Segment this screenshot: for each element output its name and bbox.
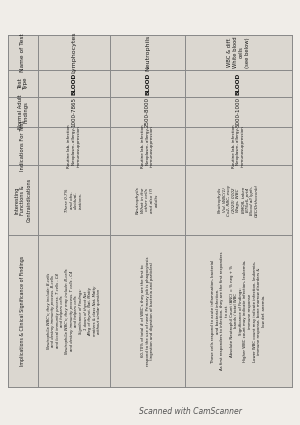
Text: BLOOD: BLOOD [145, 72, 150, 95]
Text: Scanned with CamScanner: Scanned with CamScanner [139, 406, 242, 416]
Text: Routine lab, infection
Neoplasm, allergy,
immunosuppression: Routine lab, infection Neoplasm, allergy… [68, 124, 81, 168]
Text: 1000-7865: 1000-7865 [71, 97, 76, 127]
Text: Indications For Test: Indications For Test [20, 121, 26, 171]
Text: Neutrophyils
What in the
other cells
and also (?)
adults: Neutrophyils What in the other cells and… [136, 186, 159, 214]
Text: BLOOD: BLOOD [236, 72, 241, 95]
Text: 2500-8000: 2500-8000 [145, 97, 150, 127]
Bar [8, 35, 292, 387]
Text: Implications & Clinical Significance of Findings: Implications & Clinical Significance of … [20, 256, 26, 366]
Text: Interesting
Functions &
Contraindications: Interesting Functions & Contraindication… [15, 178, 31, 222]
Text: Test
Type: Test Type [18, 77, 28, 90]
Text: Neutrophils: Neutrophils [145, 34, 150, 71]
Text: Neutrophyils
Vid. WBC(1)
Co2, RBC, esoy
(2020) 0102
Wags, WBC
BMQ8, taken
BT6x6,: Neutrophyils Vid. WBC(1) Co2, RBC, esoy … [218, 183, 259, 217]
Text: WBC & diff.
White blood
cells
(see below): WBC & diff. White blood cells (see below… [227, 37, 250, 68]
Text: Neutrophilia WBC's; they include: B-cells
and destroy immunity process. B-cells
: Neutrophilia WBC's; they include: B-cell… [47, 268, 101, 354]
Text: 5000-1000: 5000-1000 [236, 97, 241, 127]
Text: 60-70% of total # of WBC's they are the first to
respond to the use of need. Pri: 60-70% of total # of WBC's they are the … [141, 256, 154, 366]
Text: There 0.7%
and obs-
dividual-
izations.: There 0.7% and obs- dividual- izations. [65, 188, 83, 212]
Text: Name of Test: Name of Test [20, 33, 26, 72]
Text: These cells respond to acute inflammation, bacterial
and bacterial infection.
As: These cells respond to acute inflammatio… [211, 252, 266, 370]
Text: Routine lab, infection
Neoplasm, allergy,
immunosuppression: Routine lab, infection Neoplasm, allergy… [232, 124, 245, 168]
Text: Normal Adult
Findings: Normal Adult Findings [18, 95, 28, 129]
Text: BLOOD: BLOOD [71, 72, 76, 95]
Text: Routine lab, infection
Neoplasm, allergy,
immunosuppression: Routine lab, infection Neoplasm, allergy… [141, 124, 154, 168]
Text: Lymphocytes: Lymphocytes [71, 32, 76, 73]
